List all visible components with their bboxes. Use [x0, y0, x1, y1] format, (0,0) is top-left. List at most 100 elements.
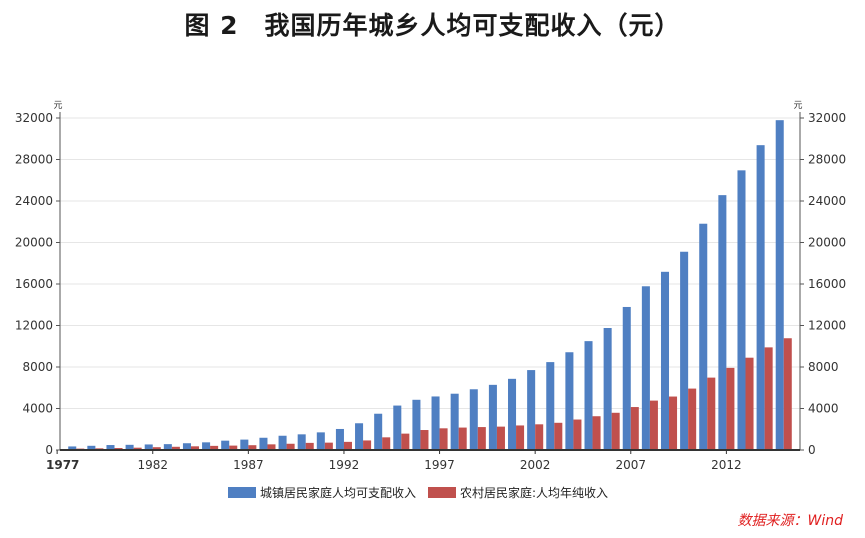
bar-urban — [393, 405, 402, 450]
bar-urban — [450, 393, 459, 450]
y-tick-label-right: 32000 — [808, 111, 846, 125]
legend-swatch-urban — [228, 487, 256, 498]
y-tick-label-left: 8000 — [22, 360, 53, 374]
legend-label-urban: 城镇居民家庭人均可支配收入 — [260, 486, 417, 500]
bar-rural — [516, 425, 525, 450]
bar-urban — [144, 444, 153, 450]
y-tick-label-left: 24000 — [15, 194, 53, 208]
bar-rural — [477, 427, 486, 450]
bar-rural — [401, 433, 410, 450]
bar-urban — [125, 444, 134, 450]
y-unit-right: 元 — [793, 101, 802, 111]
bar-rural — [171, 446, 180, 450]
bar-rural — [573, 419, 582, 450]
bar-urban — [278, 435, 287, 450]
bar-urban — [163, 444, 172, 450]
y-tick-label-right: 28000 — [808, 153, 846, 167]
bar-urban — [565, 352, 574, 450]
bar-rural — [267, 444, 276, 450]
bar-rural — [363, 440, 372, 450]
figure-number: 图 2 — [184, 11, 239, 40]
bar-urban — [182, 443, 191, 450]
bar-urban — [641, 286, 650, 450]
bar-urban — [527, 370, 536, 450]
bar-urban — [622, 306, 631, 450]
gridlines — [60, 117, 800, 409]
bar-rural — [726, 367, 735, 450]
bar-rural — [382, 437, 391, 450]
y-tick-label-right: 16000 — [808, 277, 846, 291]
bar-urban — [737, 170, 746, 451]
bar-rural — [210, 445, 219, 450]
bar-urban — [412, 399, 421, 450]
bar-urban — [680, 251, 689, 450]
bar-rural — [688, 388, 697, 450]
y-unit-left: 元 — [53, 101, 62, 111]
x-tick-label: 2012 — [711, 458, 742, 472]
bar-urban — [584, 341, 593, 450]
bar-rural — [190, 446, 200, 450]
bar-rural — [630, 407, 639, 450]
bar-urban — [297, 434, 306, 450]
bar-rural — [439, 428, 448, 450]
bar-urban — [202, 442, 211, 450]
bar-rural — [133, 447, 142, 450]
bar-rural — [343, 441, 352, 450]
axes: 0 0 4000 4000 8000 8000 12000 12000 16000 16000 20… — [15, 101, 846, 472]
legend-item-rural: 农村居民家庭:人均年纯收入 — [428, 484, 608, 501]
x-tick-label: 1992 — [329, 458, 360, 472]
figure-title: 我国历年城乡人均可支配收入（元） — [264, 11, 681, 40]
bar-rural — [248, 445, 257, 450]
y-tick-label-left: 28000 — [15, 153, 53, 167]
bar-rural — [745, 357, 754, 450]
bar-urban — [431, 396, 440, 450]
data-source: 数据来源：Wind — [737, 513, 844, 529]
y-tick-label-right: 24000 — [808, 194, 846, 208]
y-tick-label-left: 0 — [45, 443, 53, 457]
y-tick-label-right: 0 — [808, 443, 816, 457]
bar-rural — [535, 424, 544, 450]
bar-urban — [316, 432, 325, 450]
bar-urban — [699, 223, 708, 450]
bar-urban — [488, 384, 497, 450]
legend-label-rural: 农村居民家庭:人均年纯收入 — [460, 486, 609, 500]
x-tick-label: 1997 — [424, 458, 455, 472]
bar-rural — [592, 416, 601, 450]
bar-urban — [756, 145, 765, 450]
bar-rural — [152, 447, 161, 450]
bar-urban — [546, 362, 555, 450]
bar-rural — [286, 443, 295, 450]
bar-rural — [324, 442, 333, 450]
bars — [68, 120, 792, 451]
bar-urban — [775, 120, 784, 451]
y-tick-label-left: 16000 — [15, 277, 53, 291]
bar-rural — [669, 396, 678, 450]
chart-title: 图 2 我国历年城乡人均可支配收入（元） — [0, 6, 865, 42]
bar-rural — [764, 347, 773, 450]
y-tick-label-right: 8000 — [808, 360, 839, 374]
bar-urban — [87, 445, 96, 450]
y-tick-label-left: 12000 — [15, 319, 53, 333]
bar-urban — [68, 446, 77, 450]
bar-rural — [707, 377, 716, 450]
bar-urban — [508, 378, 517, 450]
bar-rural — [783, 338, 792, 450]
y-tick-label-left: 32000 — [15, 111, 53, 125]
y-tick-label-right: 12000 — [808, 319, 846, 333]
x-tick-label: 2007 — [616, 458, 647, 472]
bar-urban — [240, 439, 249, 450]
y-tick-label-right: 20000 — [808, 236, 846, 250]
bar-rural — [649, 400, 658, 450]
x-tick-label: 2002 — [520, 458, 551, 472]
bar-urban — [355, 423, 364, 450]
bar-urban — [469, 389, 478, 450]
bar-urban — [221, 440, 230, 450]
bar-urban — [335, 428, 344, 450]
bar-rural — [420, 430, 429, 450]
bar-rural — [496, 426, 505, 450]
bar-rural — [554, 422, 563, 450]
x-tick-label: 1987 — [233, 458, 264, 472]
legend-swatch-rural — [428, 487, 457, 498]
bar-rural — [229, 445, 238, 450]
